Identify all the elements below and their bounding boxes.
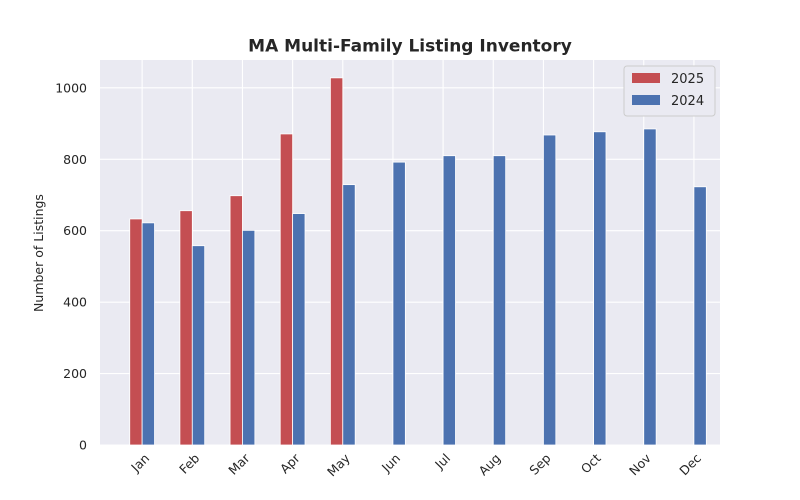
- x-tick-label: Oct: [578, 450, 604, 476]
- bar-2025-may: [329, 77, 344, 446]
- legend-label-2024: 2024: [671, 94, 704, 109]
- bar-2025-jan: [129, 218, 143, 446]
- y-tick-label: 800: [63, 152, 87, 167]
- bar-2024-dec: [693, 186, 707, 446]
- y-tick-label: 0: [79, 438, 87, 453]
- bar-2024-apr: [292, 213, 306, 446]
- x-tick-label: Dec: [676, 450, 704, 478]
- legend-swatch-2024: [632, 95, 660, 105]
- bar-2024-jun: [392, 161, 406, 446]
- x-tick-label: Apr: [277, 450, 304, 477]
- bar-2024-aug: [492, 155, 507, 446]
- bar-2024-may: [342, 184, 356, 446]
- x-tick-label: Nov: [626, 450, 654, 478]
- legend-swatch-2025: [632, 73, 660, 83]
- bar-2025-mar: [229, 195, 243, 446]
- legend: 2025 2024: [623, 65, 716, 117]
- bar-2024-nov: [643, 128, 657, 446]
- x-tick-label: Jul: [431, 451, 453, 473]
- x-tick-label: Sep: [526, 450, 553, 477]
- bars: [129, 77, 707, 446]
- x-tick-label: Aug: [476, 451, 504, 479]
- x-tick-label: May: [324, 450, 353, 479]
- x-tick-label: Jan: [127, 451, 152, 476]
- bar-2024-jul: [442, 155, 456, 446]
- bar-2024-oct: [593, 131, 607, 446]
- chart-title: MA Multi-Family Listing Inventory: [248, 37, 572, 57]
- bar-2025-apr: [279, 133, 294, 446]
- bar-2024-feb: [191, 245, 206, 446]
- y-axis-label: Number of Listings: [31, 194, 46, 312]
- legend-label-2025: 2025: [671, 72, 704, 87]
- bar-2024-sep: [543, 134, 557, 446]
- x-tick-label: Mar: [225, 450, 253, 478]
- bar-2024-jan: [141, 222, 155, 446]
- y-tick-label: 1000: [55, 80, 87, 95]
- y-tick-label: 600: [63, 223, 87, 238]
- y-tick-label: 200: [63, 366, 87, 381]
- x-tick-label: Feb: [176, 450, 202, 476]
- x-tick-label: Jun: [378, 451, 403, 476]
- bar-2024-mar: [242, 229, 256, 446]
- y-axis-ticks: 0 200 400 600 800 1000: [55, 80, 87, 452]
- y-tick-label: 400: [63, 295, 87, 310]
- x-axis-ticks: Jan Feb Mar Apr May Jun Jul Aug Sep Oct Nov Dec: [127, 450, 704, 479]
- bar-2025-feb: [179, 210, 193, 446]
